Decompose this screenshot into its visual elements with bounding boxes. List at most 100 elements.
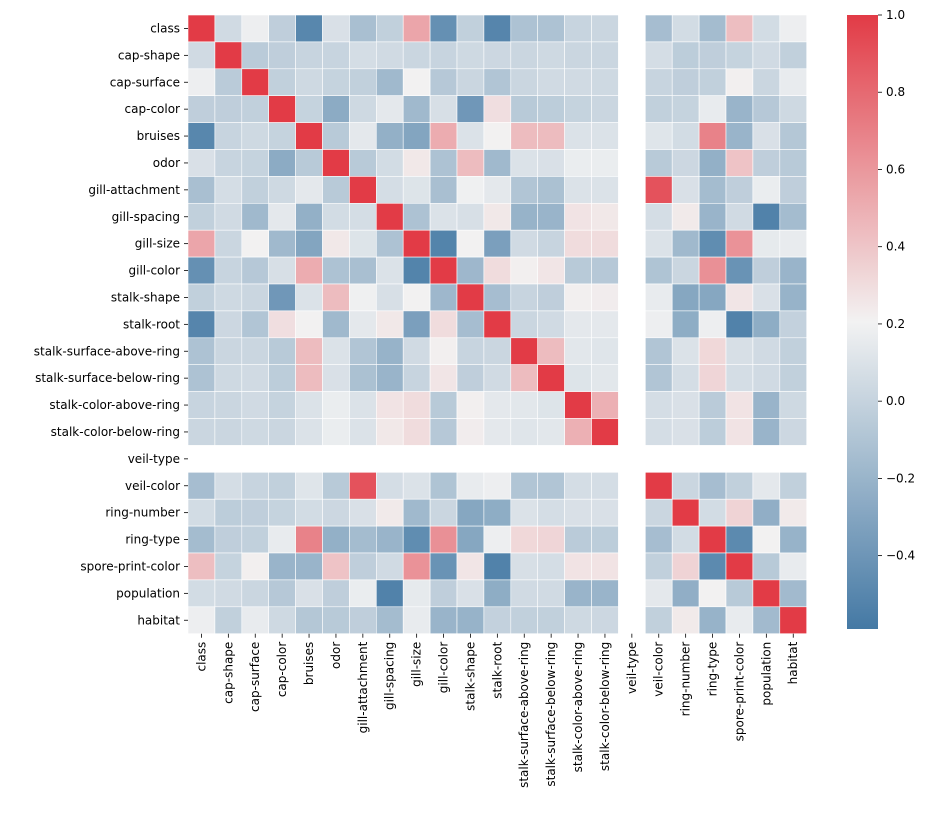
heatmap-cell [483, 310, 512, 339]
heatmap-cell [671, 606, 700, 634]
heatmap-cell [591, 149, 619, 177]
heatmap-cell [483, 471, 512, 500]
heatmap-cell [537, 122, 565, 150]
column-tick-label: spore-print-color [732, 642, 746, 742]
heatmap-cell [349, 337, 377, 365]
heatmap-cell [483, 68, 512, 97]
heatmap-cell [779, 176, 807, 204]
heatmap-cell [214, 283, 243, 312]
heatmap-cell [752, 229, 781, 258]
heatmap-cell [564, 418, 592, 446]
heatmap-cell [456, 283, 485, 312]
heatmap-cell [322, 391, 350, 419]
heatmap-cell [187, 41, 216, 70]
heatmap-cell [375, 176, 404, 204]
heatmap-cell [456, 95, 485, 123]
heatmap-cell [429, 176, 458, 204]
heatmap-cell [214, 41, 243, 70]
heatmap-cell [429, 283, 458, 312]
heatmap-cell [402, 41, 431, 70]
heatmap-cell [322, 310, 350, 339]
heatmap-cell [644, 229, 673, 258]
heatmap-cell [375, 579, 404, 608]
heatmap-cell [214, 606, 243, 634]
heatmap-cell [375, 310, 404, 339]
heatmap-cell [591, 525, 619, 554]
heatmap-cell [429, 606, 458, 634]
heatmap-cell [241, 176, 270, 204]
heatmap-cell [214, 337, 243, 365]
heatmap-cell [537, 229, 565, 258]
column-tick-label: stalk-color-above-ring [571, 642, 585, 773]
heatmap-cell [671, 256, 700, 285]
row-tick-label: habitat [137, 613, 180, 627]
heatmap-cell [241, 364, 270, 392]
heatmap-cell [725, 364, 754, 392]
row-tick-label: gill-spacing [112, 210, 180, 224]
heatmap-cell [564, 310, 592, 339]
heatmap-cell [671, 391, 700, 419]
heatmap-cell [241, 229, 270, 258]
heatmap-cell [591, 229, 619, 258]
heatmap-cell [510, 310, 538, 339]
heatmap-cell [349, 229, 377, 258]
heatmap-cell [214, 391, 243, 419]
heatmap-cell [295, 579, 323, 608]
heatmap-cell [402, 14, 431, 43]
heatmap-cell [241, 525, 270, 554]
heatmap-cell [214, 552, 243, 581]
heatmap-cell [456, 310, 485, 339]
heatmap-cell [187, 229, 216, 258]
heatmap-cell [779, 364, 807, 392]
heatmap-cell [671, 552, 700, 581]
heatmap-cell [349, 552, 377, 581]
heatmap-cell [322, 337, 350, 365]
heatmap-cell [779, 337, 807, 365]
heatmap-cell [429, 337, 458, 365]
heatmap-cell [295, 418, 323, 446]
heatmap-cell [349, 471, 377, 500]
heatmap-cell [456, 337, 485, 365]
colorbar-tick-label: 0.0 [886, 394, 905, 408]
heatmap-cell [295, 14, 323, 43]
heatmap-cell [241, 149, 270, 177]
heatmap-cell [725, 337, 754, 365]
heatmap-cell [671, 310, 700, 339]
heatmap-cell [375, 122, 404, 150]
heatmap-cell [429, 122, 458, 150]
heatmap-cell [349, 41, 377, 70]
heatmap-cell [779, 203, 807, 231]
heatmap-cell [644, 391, 673, 419]
heatmap-cell [752, 579, 781, 608]
heatmap-cell [322, 122, 350, 150]
heatmap-cell [187, 498, 216, 527]
heatmap-cell [752, 68, 781, 97]
heatmap-cell [483, 364, 512, 392]
column-tick-label: veil-type [625, 642, 639, 694]
heatmap-cell [725, 310, 754, 339]
heatmap-cell [295, 471, 323, 500]
heatmap-cell [698, 14, 727, 43]
heatmap-cell [187, 579, 216, 608]
heatmap-cell [349, 95, 377, 123]
heatmap-cell [456, 122, 485, 150]
heatmap-cell [187, 122, 216, 150]
heatmap-cell [671, 68, 700, 97]
heatmap-cell [644, 498, 673, 527]
heatmap-cell [214, 525, 243, 554]
heatmap-cell [483, 391, 512, 419]
heatmap-cell [187, 364, 216, 392]
heatmap-cell [725, 418, 754, 446]
heatmap-cell [268, 606, 296, 634]
heatmap-cell [698, 579, 727, 608]
heatmap-cell [483, 337, 512, 365]
heatmap-cell [564, 95, 592, 123]
heatmap-cell [349, 203, 377, 231]
heatmap-cell [241, 471, 270, 500]
column-tick-label: stalk-root [490, 641, 504, 698]
heatmap-cell [456, 229, 485, 258]
heatmap-cell [295, 176, 323, 204]
heatmap-cell [322, 229, 350, 258]
heatmap-cell [402, 471, 431, 500]
heatmap-cell [671, 95, 700, 123]
